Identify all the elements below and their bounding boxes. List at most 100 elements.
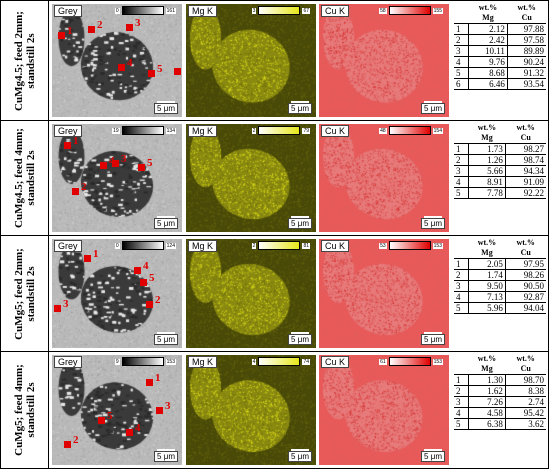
scale-max: 161	[165, 7, 176, 14]
point-id: 2	[454, 385, 469, 397]
point-marker	[58, 32, 65, 39]
point-id: 1	[454, 258, 469, 270]
table-row: 2 1.26 98.74	[454, 154, 546, 166]
point-label: 2	[97, 19, 103, 31]
table-row: 2 2.42 97.58	[454, 34, 546, 46]
intensity-scale: 53 153	[379, 241, 443, 250]
table-row: 1 2.12 97.88	[454, 23, 546, 35]
point-label: 4	[143, 260, 149, 272]
wt-value: 3.62	[504, 418, 546, 430]
wt-value: 1.30	[468, 374, 506, 386]
point-marker	[100, 162, 107, 169]
table-row: 4 8.91 91.09	[454, 176, 546, 188]
composition-table: wt.% Mg wt.% Cu 1 1.30 98.70 2 1.62 8.38 3 7.26 2.…	[454, 354, 546, 430]
scale-gradient	[258, 357, 301, 366]
point-id: 6	[454, 78, 469, 90]
scale-min: 48	[379, 127, 387, 134]
grey-map-title: Grey	[54, 5, 82, 17]
sample-row: CuMg5; feed 4mm; standstill 2s Grey 9 153 5 …	[1, 351, 549, 468]
point-label: 3	[121, 153, 127, 165]
scale-gradient	[258, 6, 301, 15]
intensity-scale: 9 153	[114, 357, 176, 366]
scale-gradient	[121, 6, 164, 15]
table-row: 1 2.05 97.95	[454, 258, 546, 270]
column-header: wt.% Cu	[507, 3, 546, 24]
wt-value: 5.96	[468, 302, 506, 314]
mg-map-panel: Mg K 2 79 5 μm	[186, 124, 316, 232]
point-id: 4	[454, 176, 469, 188]
wt-value: 90.24	[506, 56, 546, 68]
sample-label-text: CuMg4.5; feed 2mm; standstill 2s	[12, 10, 37, 111]
micron-scale-bar: 5 μm	[421, 101, 445, 114]
cu-map-panel: Cu K 61 153 5 μm	[319, 355, 449, 465]
point-label: 1	[67, 25, 73, 37]
cu-map-panel: Cu K 53 153 5 μm	[319, 239, 449, 348]
scale-gradient	[388, 241, 431, 250]
table-row: 5 5.96 94.04	[454, 302, 546, 314]
mg-map-title: Mg K	[188, 5, 218, 17]
table-row: 2 1.74 98.26	[454, 269, 546, 281]
wt-value: 98.70	[504, 374, 546, 386]
micron-scale-bar: 5 μm	[288, 449, 312, 462]
table-row: 5 6.38 3.62	[454, 418, 546, 430]
scale-max: 153	[432, 358, 443, 365]
point-id: 4	[454, 56, 469, 68]
micron-scale-bar: 5 μm	[154, 332, 178, 345]
point-marker	[138, 164, 145, 171]
column-header: wt.% Mg	[468, 3, 508, 24]
wt-value: 4.58	[468, 407, 506, 419]
scale-max: 153	[432, 242, 443, 249]
scale-min: 2	[251, 242, 257, 249]
scale-min: 0	[114, 7, 120, 14]
column-header: wt.% Cu	[505, 354, 546, 375]
blank-header	[454, 123, 469, 144]
scale-max: 74	[302, 358, 310, 365]
scale-gradient	[388, 6, 431, 15]
scale-max: 79	[302, 127, 310, 134]
cu-map-panel: Cu K 48 154 5 μm	[319, 124, 449, 232]
intensity-scale: 3 67	[251, 6, 310, 15]
scale-min: 3	[251, 7, 257, 14]
intensity-scale: 2 81	[251, 241, 310, 250]
table-row: 2 1.62 8.38	[454, 385, 546, 397]
wt-value: 97.58	[506, 34, 546, 46]
point-marker	[84, 255, 91, 262]
wt-value: 6.38	[468, 418, 506, 430]
sample-label-text: CuMg5; feed 2mm; standstill 2s	[12, 247, 37, 340]
point-marker	[112, 160, 119, 167]
cu-map-panel: Cu K 58 155 5 μm	[319, 4, 449, 117]
mg-map-panel: Mg K 3 67 5 μm	[186, 4, 316, 117]
table-row: 3 5.66 94.34	[454, 165, 546, 177]
mg-map-panel: Mg K 2 81 5 μm	[186, 239, 316, 348]
sample-label: CuMg5; feed 2mm; standstill 2s	[1, 236, 49, 351]
mg-map-panel: Mg K 4 74 5 μm	[186, 355, 316, 465]
wt-value: 2.12	[468, 23, 508, 35]
sample-label: CuMg4.5; feed 4mm; standstill 2s	[1, 121, 49, 235]
point-marker	[174, 68, 181, 75]
point-marker	[64, 142, 71, 149]
column-header: wt.% Cu	[505, 123, 546, 144]
wt-value: 94.04	[504, 302, 546, 314]
blank-header	[454, 238, 469, 259]
wt-value: 9.76	[468, 56, 508, 68]
scale-gradient	[121, 126, 164, 135]
table-row: 4 4.58 95.42	[454, 407, 546, 419]
wt-value: 1.74	[468, 269, 506, 281]
scale-max: 153	[165, 358, 176, 365]
point-label: 3	[165, 400, 171, 412]
table-row: 5 8.68 91.32	[454, 67, 546, 79]
wt-value: 1.62	[468, 385, 506, 397]
point-marker	[64, 441, 71, 448]
grey-map-panel: Grey 0 124 5 μm 1 2 3 4 5	[52, 239, 182, 348]
micron-scale-bar: 5 μm	[288, 101, 312, 114]
point-id: 2	[454, 34, 469, 46]
sample-row: CuMg4.5; feed 4mm; standstill 2s Grey 19 13…	[1, 120, 549, 235]
scale-max: 155	[432, 7, 443, 14]
point-id: 2	[454, 154, 469, 166]
table-row: 1 1.30 98.70	[454, 374, 546, 386]
column-header: wt.% Mg	[468, 238, 506, 259]
composition-table: wt.% Mg wt.% Cu 1 2.05 97.95 2 1.74 98.26 3 9.50 9…	[454, 238, 546, 314]
point-marker	[54, 305, 61, 312]
scale-min: 53	[379, 242, 387, 249]
